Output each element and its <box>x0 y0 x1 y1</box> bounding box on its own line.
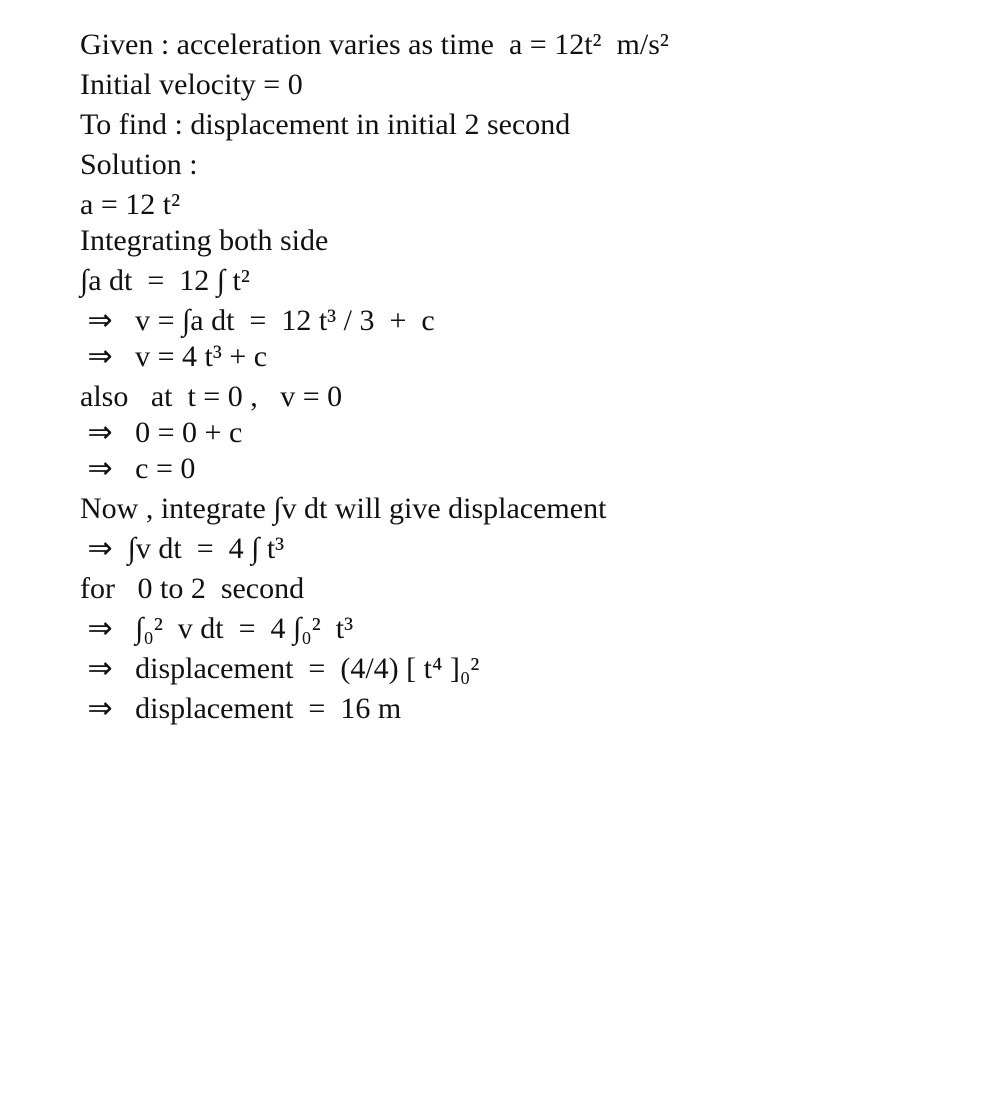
handwritten-line: Initial velocity = 0 <box>80 70 950 100</box>
handwritten-line: ⇒ ∫v dt = 4 ∫ t³ <box>80 534 950 564</box>
handwritten-line: for 0 to 2 second <box>80 574 950 604</box>
handwritten-line: Integrating both side <box>80 226 950 256</box>
handwritten-line: ⇒ ∫₀² v dt = 4 ∫₀² t³ <box>80 614 950 644</box>
handwritten-line: also at t = 0 , v = 0 <box>80 382 950 412</box>
handwritten-line: ⇒ v = ∫a dt = 12 t³ / 3 + c <box>80 306 950 336</box>
handwritten-line: ⇒ 0 = 0 + c <box>80 418 950 448</box>
handwritten-line: ⇒ displacement = 16 m <box>80 694 950 724</box>
handwritten-line: Now , integrate ∫v dt will give displace… <box>80 494 950 524</box>
handwritten-line: To find : displacement in initial 2 seco… <box>80 110 950 140</box>
handwritten-line: a = 12 t² <box>80 190 950 220</box>
handwritten-line: ⇒ c = 0 <box>80 454 950 484</box>
handwritten-line: Given : acceleration varies as time a = … <box>80 30 950 60</box>
handwritten-line: ⇒ v = 4 t³ + c <box>80 342 950 372</box>
handwritten-line: ⇒ displacement = (4/4) [ t⁴ ]₀² <box>80 654 950 684</box>
handwritten-line: Solution : <box>80 150 950 180</box>
handwritten-line: ∫a dt = 12 ∫ t² <box>80 266 950 296</box>
